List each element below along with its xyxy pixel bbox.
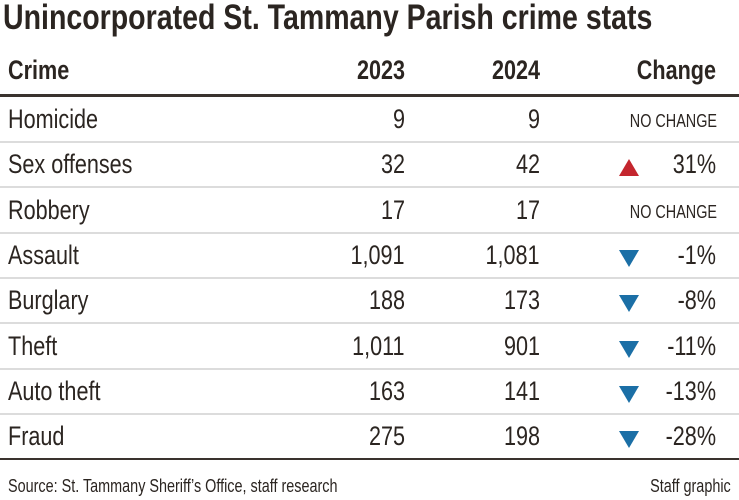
table-row: Assault 1,091 1,081 -1% xyxy=(0,233,739,279)
chart-title: Unincorporated St. Tammany Parish crime … xyxy=(3,0,653,37)
change-value: NO CHANGE xyxy=(629,201,717,222)
change-value: -28% xyxy=(665,421,716,452)
credit: Staff graphic xyxy=(650,476,731,496)
change-value: -1% xyxy=(677,239,716,270)
table-row: Theft 1,011 901 -11% xyxy=(0,324,739,370)
change-value: -13% xyxy=(665,375,716,406)
value-2024: 1,081 xyxy=(485,239,540,270)
bottom-rule xyxy=(0,458,739,460)
header-crime: Crime xyxy=(8,55,70,85)
value-2024: 173 xyxy=(503,285,540,316)
down-triangle-icon xyxy=(619,295,639,313)
crime-name: Fraud xyxy=(8,421,65,452)
header-rule xyxy=(0,94,739,97)
header-2023: 2023 xyxy=(356,55,405,85)
value-2023: 1,091 xyxy=(350,239,405,270)
crime-name: Assault xyxy=(8,239,79,270)
value-2024: 141 xyxy=(503,375,540,406)
value-2023: 32 xyxy=(380,149,405,180)
value-2023: 163 xyxy=(368,375,405,406)
crime-name: Sex offenses xyxy=(8,149,133,180)
value-2023: 9 xyxy=(392,104,405,134)
crime-name: Auto theft xyxy=(8,375,101,406)
row-divider xyxy=(0,412,739,415)
header-2024: 2024 xyxy=(491,55,540,85)
table-row: Fraud 275 198 -28% xyxy=(0,414,739,459)
row-divider xyxy=(0,367,739,370)
up-triangle-icon xyxy=(619,159,639,177)
value-2024: 901 xyxy=(503,330,540,361)
value-2024: 9 xyxy=(527,104,540,134)
crime-name: Theft xyxy=(8,330,58,361)
down-triangle-icon xyxy=(619,249,639,267)
crime-name: Homicide xyxy=(8,104,99,134)
source-note: Source: St. Tammany Sheriff’s Office, st… xyxy=(8,476,338,496)
header-change: Change xyxy=(636,55,716,85)
down-triangle-icon xyxy=(619,431,639,449)
down-triangle-icon xyxy=(619,340,639,358)
row-divider xyxy=(0,186,739,189)
row-divider xyxy=(0,231,739,234)
row-divider xyxy=(0,276,739,279)
row-divider xyxy=(0,141,739,143)
row-divider xyxy=(0,322,739,325)
change-value: -11% xyxy=(667,330,716,361)
value-2024: 42 xyxy=(515,149,540,180)
value-2023: 17 xyxy=(380,194,405,225)
change-value: 31% xyxy=(672,149,716,180)
value-2024: 198 xyxy=(503,421,540,452)
table-row: Auto theft 163 141 -13% xyxy=(0,369,739,415)
value-2023: 188 xyxy=(368,285,405,316)
crime-name: Robbery xyxy=(8,194,90,225)
value-2023: 275 xyxy=(368,421,405,452)
value-2023: 1,011 xyxy=(352,330,405,361)
crime-name: Burglary xyxy=(8,285,89,316)
table-row: Homicide 9 9 NO CHANGE xyxy=(0,97,739,143)
change-value: NO CHANGE xyxy=(629,111,717,131)
value-2024: 17 xyxy=(515,194,540,225)
table-row: Sex offenses 32 42 31% xyxy=(0,142,739,189)
table-row: Robbery 17 17 NO CHANGE xyxy=(0,188,739,234)
down-triangle-icon xyxy=(619,385,639,403)
table-row: Burglary 188 173 -8% xyxy=(0,278,739,325)
change-value: -8% xyxy=(677,285,716,316)
